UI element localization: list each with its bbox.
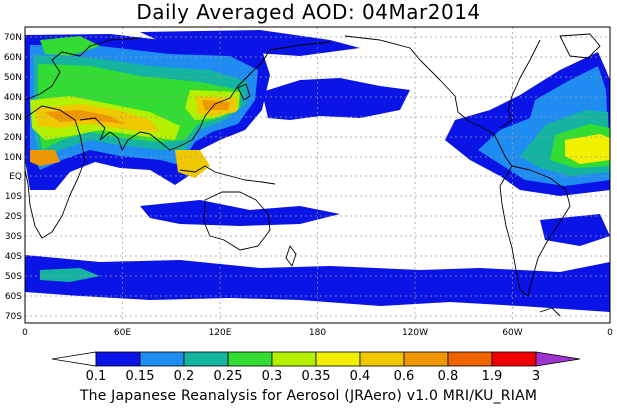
aod-region-south-atlantic-blue [540,214,610,246]
colorbar-label: 0.6 [394,369,415,384]
lat-tick: 70S [5,312,22,322]
colorbar-cell [315,351,361,367]
colorbar-cell [491,351,537,367]
colorbar-under-triangle [51,351,97,367]
lon-tick: 180 [309,328,326,338]
colorbar-cell [271,351,317,367]
colorbar-label: 0.1 [86,369,107,384]
colorbar-cell [139,351,185,367]
colorbar-label: 0.15 [126,369,155,384]
aod-region-arctic-blue [140,30,360,56]
colorbar-label: 3 [532,369,540,384]
aod-region-china-deeporange [202,100,230,110]
lat-tick: 20N [4,133,22,143]
lon-tick: 120E [209,328,232,338]
lat-tick: 40S [5,252,22,262]
colorbar-label: 0.2 [174,369,195,384]
coast-east-asia [149,41,331,151]
lat-tick: 50S [5,272,22,282]
aod-region-tropic-band [140,200,340,226]
colorbar-cell [403,351,449,367]
colorbar-label: 0.35 [302,369,331,384]
colorbar-over-triangle [535,351,581,367]
grid [25,27,610,323]
footer-caption: The Japanese Reanalysis for Aerosol (JRA… [79,388,538,404]
aod-region-pacific-band [262,78,410,120]
colorbar-label: 1.9 [482,369,503,384]
lat-tick: 30N [4,113,22,123]
coast-antarctic-peninsula [539,307,561,317]
lat-tick: 20S [5,212,22,222]
lon-tick: 0 [607,328,613,338]
aod-region-atlantic-yellow [565,134,610,164]
lat-tick: 10S [5,192,22,202]
coast-south-america [499,165,571,297]
coast-australia [203,191,271,251]
lat-tick: 70N [4,33,22,43]
aod-shading [25,30,610,312]
aod-region-southern-teal [40,268,100,282]
lon-tick: 120W [402,328,428,338]
colorbar-cell [359,351,405,367]
lat-tick: EQ [9,172,22,182]
colorbar-cell [227,351,273,367]
colorbar-label: 0.3 [262,369,283,384]
lon-tick: 0 [22,328,28,338]
latitude-labels: 70N 60N 50N 40N 30N 20N 10N EQ 10S 20S 3… [4,33,22,322]
lon-tick: 60W [502,328,522,338]
map-title: Daily Averaged AOD: 04Mar2014 [136,0,481,24]
plot-frame [24,26,611,324]
colorbar-label: 0.25 [214,369,243,384]
coast-north-america [344,35,513,167]
coast-new-zealand [285,245,297,267]
coast-maritime-sea [179,165,276,185]
colorbar-label: 0.8 [438,369,459,384]
lat-tick: 50N [4,73,22,83]
coast-africa [24,105,86,239]
coast-europe [24,37,141,101]
colorbar-cell [447,351,493,367]
aod-region-westafrica-orange [30,150,60,166]
longitude-labels: 0 60E 120E 180 120W 60W 0 [22,328,613,338]
coast-greenland [559,33,601,59]
lon-tick: 60E [114,328,131,338]
colorbar-label: 0.4 [350,369,371,384]
coast-arabia-india [79,117,151,151]
lat-tick: 60S [5,292,22,302]
colorbar-cell [95,351,141,367]
lat-tick: 60N [4,53,22,63]
coast-japan [237,83,251,101]
lat-tick: 10N [4,153,22,163]
coastlines [24,33,601,317]
coast-north-america-east [499,39,541,129]
lat-tick: 40N [4,93,22,103]
lat-tick: 30S [5,232,22,242]
colorbar-cell [183,351,229,367]
aod-colorbar: 0.1 0.15 0.2 0.25 0.3 0.35 0.4 0.6 0.8 1.9 3 [51,351,581,384]
